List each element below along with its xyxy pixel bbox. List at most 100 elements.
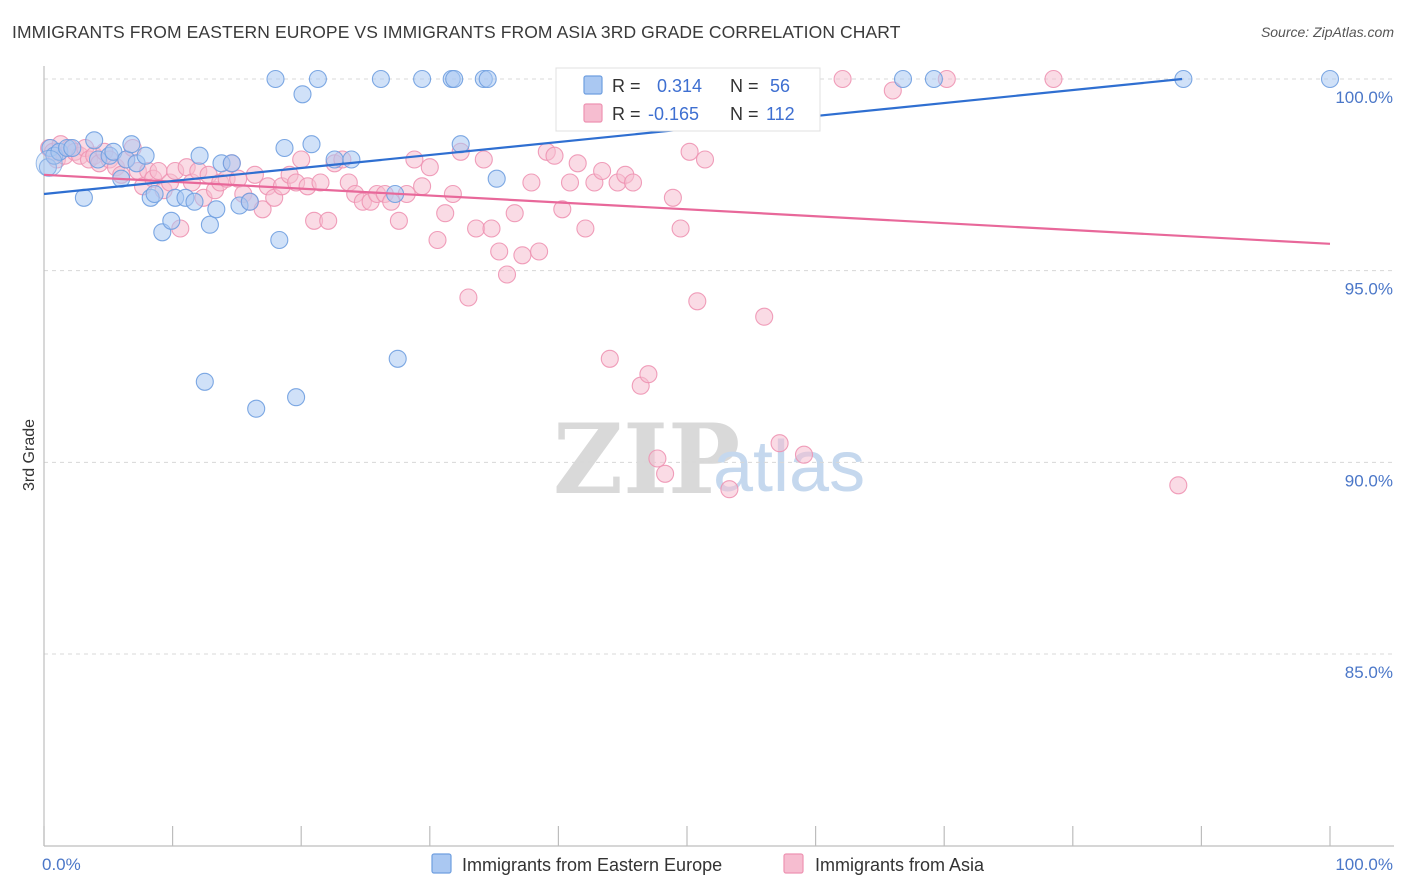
trend-line-eastern-europe — [43, 77, 1183, 196]
eastern-europe-point — [451, 135, 470, 154]
asia-point — [405, 150, 424, 169]
legend-label-eastern-europe: Immigrants from Eastern Europe — [462, 855, 722, 875]
asia-point — [656, 464, 675, 483]
y-tick-label: 100.0% — [1335, 88, 1393, 107]
legend-r-label: R = — [612, 104, 641, 124]
asia-point — [639, 365, 658, 384]
eastern-europe-point — [74, 188, 93, 207]
asia-point — [545, 146, 564, 165]
eastern-europe-point — [293, 85, 312, 104]
eastern-europe-point — [207, 200, 226, 219]
legend-n-label: N = — [730, 76, 759, 96]
grid — [44, 78, 1394, 655]
eastern-europe-point — [413, 69, 432, 89]
asia-point — [648, 449, 667, 468]
eastern-europe-point — [162, 211, 181, 230]
legend-r-value: -0.165 — [648, 104, 699, 124]
y-tick-label: 85.0% — [1345, 663, 1393, 682]
eastern-europe-point — [487, 169, 506, 188]
legend-swatch-pink — [583, 103, 603, 123]
y-tick-labels: 100.0% 95.0% 90.0% 85.0% — [1335, 88, 1393, 682]
asia-point — [560, 173, 580, 192]
asia-point — [576, 219, 595, 238]
eastern-europe-point — [122, 135, 141, 154]
asia-point — [443, 184, 462, 204]
asia-point — [420, 158, 439, 177]
asia-point — [513, 246, 532, 265]
asia-point — [794, 445, 814, 464]
asia-point — [459, 288, 478, 307]
y-axis-label: 3rd Grade — [21, 419, 38, 491]
asia-point — [292, 150, 311, 169]
trend-lines — [43, 77, 1331, 245]
eastern-europe-point — [63, 138, 82, 158]
eastern-europe-point — [371, 69, 390, 89]
bottom-legend: Immigrants from Eastern Europe Immigrant… — [431, 853, 985, 875]
eastern-europe-point — [302, 135, 321, 154]
eastern-europe-point — [270, 230, 289, 250]
asia-point — [490, 242, 509, 261]
legend-swatch-blue — [583, 75, 603, 95]
eastern-europe-point — [85, 131, 104, 150]
eastern-europe-point — [247, 399, 266, 418]
watermark-atlas: atlas — [713, 427, 865, 507]
asia-point — [755, 307, 774, 326]
series-eastern-europe-points — [35, 69, 1340, 418]
eastern-europe-point — [195, 372, 214, 391]
legend-n-value: 56 — [770, 76, 790, 96]
asia-point — [482, 219, 501, 238]
watermark: ZIP atlas — [553, 403, 865, 516]
eastern-europe-point — [388, 349, 407, 368]
asia-point — [663, 188, 682, 207]
page-title: IMMIGRANTS FROM EASTERN EUROPE VS IMMIGR… — [12, 22, 901, 42]
asia-point — [680, 142, 699, 161]
asia-point — [1044, 69, 1063, 89]
eastern-europe-point — [308, 69, 327, 89]
legend-label-asia: Immigrants from Asia — [815, 855, 985, 875]
eastern-europe-point — [924, 69, 943, 89]
asia-point — [389, 211, 408, 230]
asia-point — [319, 211, 338, 230]
asia-point — [311, 173, 330, 192]
asia-point — [245, 165, 264, 184]
legend-r-value: 0.314 — [657, 76, 702, 96]
x-tick-label-end: 100.0% — [1335, 855, 1393, 874]
asia-point — [593, 161, 612, 181]
asia-point — [436, 204, 455, 223]
asia-point — [428, 230, 447, 250]
asia-point — [467, 219, 486, 238]
asia-point — [688, 292, 707, 311]
legend-r-label: R = — [612, 76, 641, 96]
eastern-europe-point — [190, 146, 209, 165]
eastern-europe-point — [275, 138, 294, 158]
asia-point — [505, 204, 524, 223]
asia-point — [833, 69, 852, 89]
asia-point — [522, 173, 541, 192]
x-tick-label-start: 0.0% — [42, 855, 81, 874]
asia-point — [600, 349, 619, 368]
asia-point — [413, 177, 432, 196]
asia-point — [671, 219, 690, 238]
eastern-europe-point — [342, 150, 361, 169]
asia-point — [497, 265, 517, 284]
eastern-europe-point — [240, 192, 259, 211]
legend-swatch-eastern-europe — [431, 853, 452, 874]
asia-point — [770, 434, 789, 453]
watermark-zip: ZIP — [553, 403, 740, 516]
eastern-europe-point — [145, 184, 164, 204]
y-tick-label: 90.0% — [1345, 471, 1393, 490]
eastern-europe-point — [266, 69, 285, 89]
eastern-europe-point — [200, 215, 219, 234]
asia-point — [1169, 476, 1188, 495]
y-tick-label: 95.0% — [1345, 280, 1393, 299]
eastern-europe-point — [287, 388, 306, 407]
eastern-europe-point — [185, 192, 204, 211]
asia-point — [720, 480, 739, 499]
legend-box: R = 0.314 N = 56 R = -0.165 N = 112 — [555, 67, 821, 132]
asia-point — [568, 154, 587, 173]
eastern-europe-point — [445, 69, 464, 89]
eastern-europe-point — [893, 69, 913, 89]
asia-point — [530, 242, 549, 261]
eastern-europe-point — [478, 69, 497, 89]
